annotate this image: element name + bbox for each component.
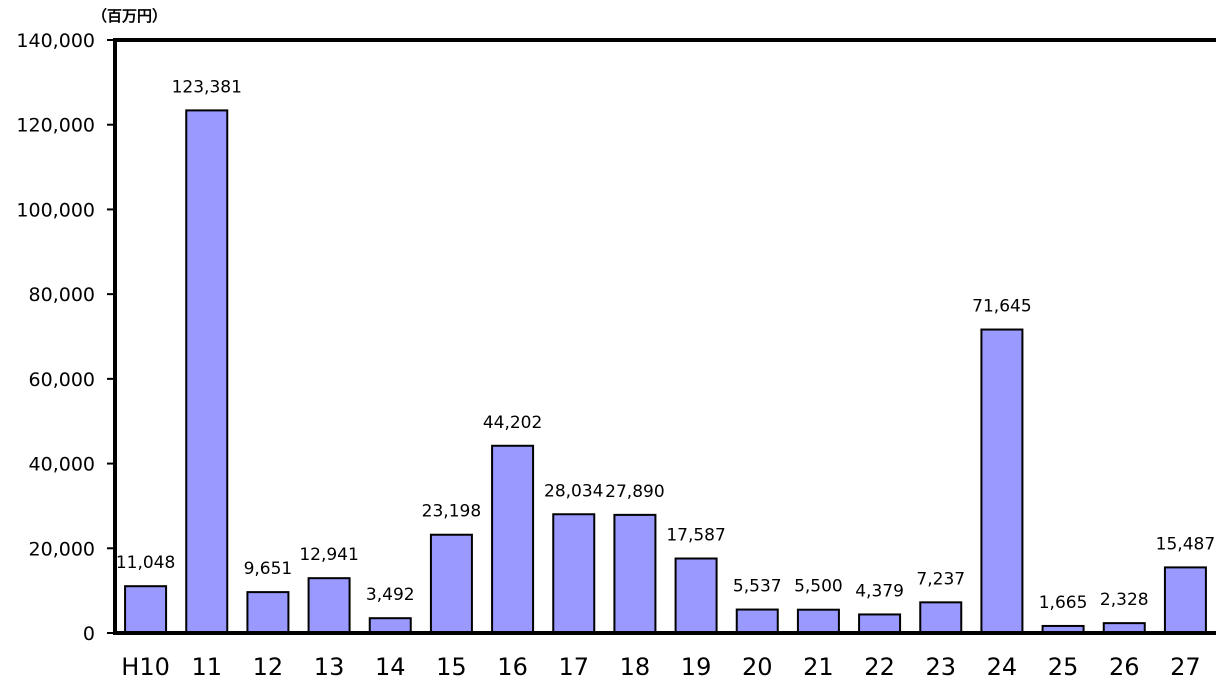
- y-tick-label: 40,000: [29, 454, 95, 476]
- y-axis: 0 20,000 40,000 60,000 80,000 100,000 120,000 1…: [16, 30, 115, 645]
- bar-value-label: 7,237: [916, 569, 965, 589]
- bar: [858, 613, 902, 634]
- bar-value-label: 11,048: [116, 553, 175, 573]
- bar: [613, 513, 657, 634]
- x-category-label: 11: [191, 653, 222, 681]
- bar: [307, 577, 351, 634]
- x-category-label: 20: [742, 653, 773, 681]
- y-tick-label: 80,000: [29, 284, 95, 306]
- x-category-label: 21: [803, 653, 834, 681]
- bar-value-label: 28,034: [544, 481, 603, 501]
- bar: [796, 608, 840, 634]
- bar: [429, 533, 473, 635]
- bar-value-label: 4,379: [855, 581, 904, 601]
- y-tick-label: 120,000: [16, 115, 95, 137]
- bars-group: [124, 109, 1207, 635]
- y-tick-label: 140,000: [16, 30, 95, 52]
- x-category-label: 15: [436, 653, 467, 681]
- x-category-label: 19: [681, 653, 712, 681]
- bar-value-label: 27,890: [605, 482, 664, 502]
- bar: [674, 557, 718, 634]
- bar: [919, 601, 963, 634]
- bar-value-label: 71,645: [972, 297, 1031, 317]
- bar: [185, 109, 229, 635]
- x-category-label: 12: [253, 653, 284, 681]
- bar: [491, 444, 535, 634]
- bar-value-label: 123,381: [172, 77, 242, 97]
- data-labels-group: 11,048 123,381 9,651 12,941 3,492 23,198 44,20…: [116, 77, 1215, 613]
- x-category-label: 24: [987, 653, 1018, 681]
- bar-value-label: 12,941: [299, 545, 358, 565]
- bar-value-label: 15,487: [1156, 534, 1215, 554]
- bar: [246, 591, 290, 634]
- x-category-label: 23: [925, 653, 956, 681]
- x-category-label: 25: [1048, 653, 1079, 681]
- bar-value-label: 9,651: [244, 559, 293, 579]
- x-category-label: 16: [497, 653, 528, 681]
- bar: [124, 585, 168, 635]
- x-category-label: H10: [121, 653, 170, 681]
- bar: [980, 328, 1024, 634]
- bar-value-label: 17,587: [666, 526, 725, 546]
- y-tick-label: 100,000: [16, 199, 95, 221]
- y-tick-label: 0: [83, 623, 95, 645]
- bar-value-label: 3,492: [366, 585, 415, 605]
- bar-value-label: 5,500: [794, 577, 843, 597]
- x-category-label: 27: [1170, 653, 1201, 681]
- x-category-label: 17: [558, 653, 589, 681]
- bar: [368, 617, 412, 634]
- bar-value-label: 2,328: [1100, 590, 1149, 610]
- y-tick-label: 20,000: [29, 538, 95, 560]
- bar: [1163, 566, 1207, 634]
- x-category-label: 14: [375, 653, 406, 681]
- bar-value-label: 44,202: [483, 413, 542, 433]
- y-tick-label: 60,000: [29, 369, 95, 391]
- bar-value-label: 1,665: [1039, 593, 1088, 613]
- plot-frame: [113, 38, 1216, 635]
- bar: [735, 608, 779, 635]
- y-axis-unit-label: （百万円）: [92, 7, 167, 25]
- bar-value-label: 23,198: [422, 502, 481, 522]
- x-category-label: 13: [314, 653, 345, 681]
- x-category-label: 26: [1109, 653, 1140, 681]
- x-category-label: 22: [864, 653, 895, 681]
- x-axis: H10 11 12 13 14 15 16 17 18 19 20 21 22 23 24 25 26 27: [121, 653, 1200, 681]
- bar: [552, 513, 596, 634]
- bar-value-label: 5,537: [733, 577, 782, 597]
- x-category-label: 18: [620, 653, 651, 681]
